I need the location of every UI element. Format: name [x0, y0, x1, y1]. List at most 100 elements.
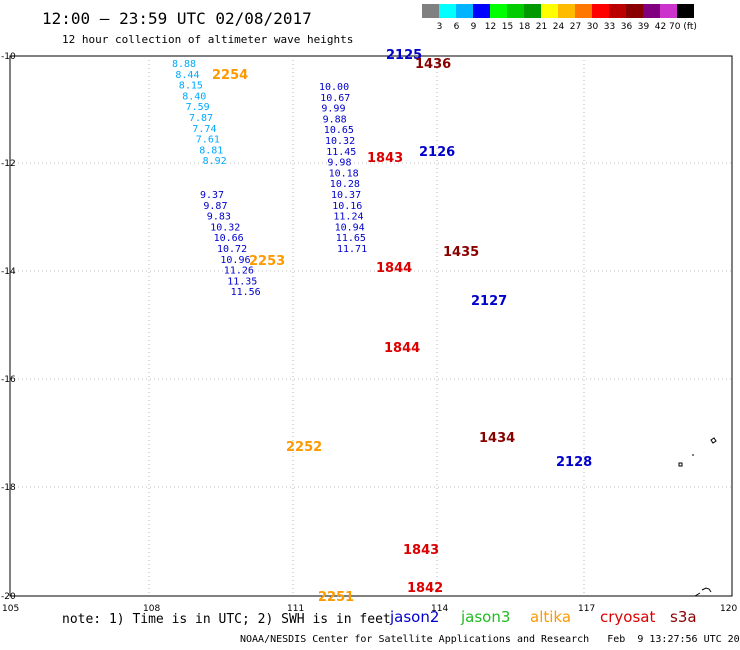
pass-id-label: 2253 [249, 254, 285, 269]
legend-label-10: 33 [603, 22, 616, 32]
pass-id-label: 1436 [415, 57, 451, 72]
swh-value: 10.16 [332, 201, 362, 212]
swh-value: 9.37 [200, 190, 224, 201]
swh-value: 10.18 [329, 168, 359, 179]
legend-swatch-6 [507, 4, 524, 18]
swh-value: 7.74 [192, 124, 216, 135]
legend-label-5: 18 [518, 22, 531, 32]
swh-value: 11.45 [326, 147, 356, 158]
swh-value: 10.28 [330, 179, 360, 190]
legend-swatch-14 [643, 4, 660, 18]
swh-value: 10.66 [214, 233, 244, 244]
legend-s3a: s3a [670, 608, 697, 626]
map-frame [9, 55, 733, 597]
swh-value: 10.94 [335, 222, 365, 233]
legend-label-7: 24 [552, 22, 565, 32]
pass-id-label: 2126 [419, 145, 455, 160]
legend-swatch-16 [677, 4, 694, 18]
pass-id-label: 1844 [376, 261, 412, 276]
legend-cryosat: cryosat [600, 608, 656, 626]
swh-value: 8.40 [182, 91, 206, 102]
lon-label-117: 117 [578, 604, 595, 614]
pass-id-label: 1844 [384, 341, 420, 356]
legend-label-3: 12 [484, 22, 497, 32]
legend-swatch-2 [439, 4, 456, 18]
pass-id-label: 2125 [386, 48, 422, 63]
lat-label-10: -10 [1, 52, 16, 62]
pass-id-label: 1435 [443, 245, 479, 260]
legend-swatch-10 [575, 4, 592, 18]
legend-swatch-15 [660, 4, 677, 18]
graticule [10, 56, 732, 596]
swh-value: 8.15 [179, 81, 203, 92]
map-title: 12:00 – 23:59 UTC 02/08/2017 [42, 9, 312, 28]
swh-value: 8.44 [175, 70, 199, 81]
lat-label-14: -14 [1, 267, 16, 277]
swh-value: 9.83 [207, 212, 231, 223]
swh-value: 8.92 [203, 156, 227, 167]
legend-swatch-11 [592, 4, 609, 18]
swh-value: 11.35 [227, 276, 257, 287]
track-cyan-far: 8.888.448.158.407.597.877.747.618.818.92 [172, 59, 227, 167]
legend-label-8: 27 [569, 22, 582, 32]
pass-id-label: 2254 [212, 68, 248, 83]
legend-label-0: 3 [436, 22, 443, 32]
pass-id-label: 2251 [318, 590, 354, 605]
lon-label-114: 114 [431, 604, 448, 614]
lon-label-108: 108 [143, 604, 160, 614]
swh-value: 11.24 [333, 212, 363, 223]
island-outlines [678, 437, 717, 597]
pass-id-label: 2128 [556, 455, 592, 470]
legend-altika: altika [530, 608, 572, 626]
swh-value: 9.87 [203, 201, 227, 212]
legend-swatch-3 [456, 4, 473, 18]
swh-value: 9.88 [323, 114, 347, 125]
pass-id-label: 1842 [407, 581, 443, 596]
swh-value: 8.88 [172, 59, 196, 70]
track-jason2-mid: 10.0010.679.999.8810.6510.3211.459.9810.… [319, 82, 367, 255]
legend-label-9: 30 [586, 22, 599, 32]
pass-id-label: 1843 [403, 543, 439, 558]
legend-swatch-9 [558, 4, 575, 18]
lon-label-120: 120 [720, 604, 737, 614]
lat-label-18: -18 [1, 483, 16, 493]
lon-label-105: 105 [2, 604, 19, 614]
legend-swatch-12 [609, 4, 626, 18]
lat-label-16: -16 [1, 375, 16, 385]
swh-value: 7.59 [186, 102, 210, 113]
swh-value: 10.67 [320, 93, 350, 104]
swh-value: 9.98 [327, 158, 351, 169]
pass-id-label: 2252 [286, 440, 322, 455]
lon-label-111: 111 [287, 604, 304, 614]
track-jason2-far: 9.379.879.8310.3210.6610.7210.9611.2611.… [200, 190, 261, 298]
swh-value: 10.65 [324, 125, 354, 136]
credit-footer: NOAA/NESDIS Center for Satellite Applica… [240, 634, 740, 645]
lat-label-20: -20 [1, 592, 16, 602]
legend-swatch-1 [422, 4, 439, 18]
swh-value: 10.72 [217, 244, 247, 255]
pass-id-label: 2127 [471, 294, 507, 309]
swh-value: 9.99 [321, 104, 345, 115]
swh-value: 10.37 [331, 190, 361, 201]
legend-swatch-7 [524, 4, 541, 18]
legend-label-1: 6 [453, 22, 460, 32]
legend-label-4: 15 [501, 22, 514, 32]
units-note: note: 1) Time is in UTC; 2) SWH is in fe… [62, 612, 391, 627]
legend-label-6: 21 [535, 22, 548, 32]
swh-value: 11.71 [337, 244, 367, 255]
legend-label-12: 39 [637, 22, 650, 32]
legend-swatch-5 [490, 4, 507, 18]
pass-labels: 2254 2253 2252 2251 2125 2126 2127 2128 1436 1435… [212, 48, 592, 605]
legend-label-11: 36 [620, 22, 633, 32]
legend-swatch-8 [541, 4, 558, 18]
legend-jason2: jason2 [390, 608, 440, 626]
swh-value: 10.32 [325, 136, 355, 147]
pass-id-label: 1843 [367, 151, 403, 166]
pass-id-label: 1434 [479, 431, 515, 446]
swh-value: 8.81 [199, 145, 223, 156]
legend-jason3: jason3 [461, 608, 511, 626]
legend-label-2: 9 [470, 22, 477, 32]
swh-value: 10.32 [210, 222, 240, 233]
swh-value: 10.96 [220, 255, 250, 266]
